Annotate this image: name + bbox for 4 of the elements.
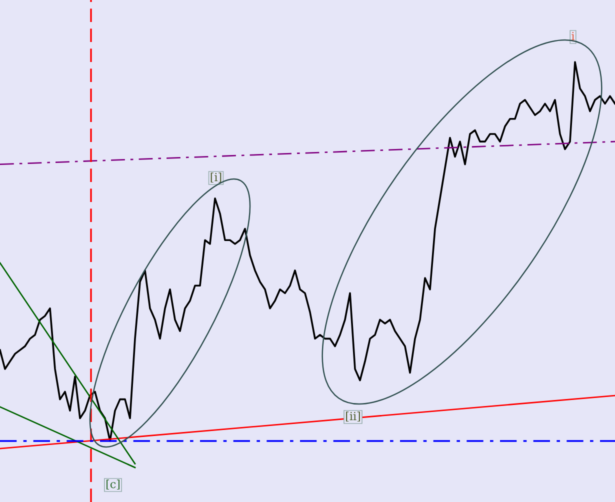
- text: i: [572, 32, 575, 40]
- text: [c]: [106, 480, 120, 490]
- annotation: [i]: [210, 172, 222, 183]
- annotation: [ii]: [346, 412, 360, 422]
